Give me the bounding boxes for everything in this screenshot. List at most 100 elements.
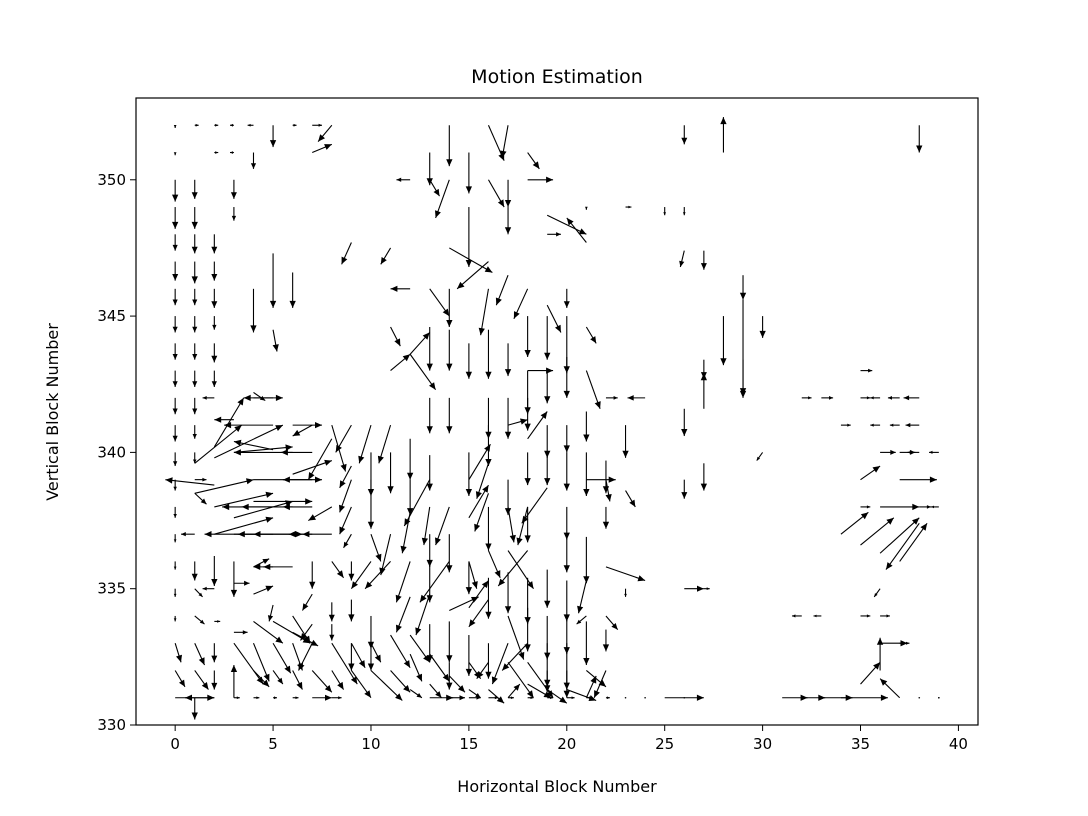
vector-arrow <box>563 425 570 453</box>
vector-arrow <box>343 533 352 549</box>
vector-arrow <box>233 696 240 700</box>
vector-arrow <box>583 536 590 584</box>
vector-arrow <box>566 689 597 701</box>
vector-arrow <box>400 512 411 554</box>
vector-arrow <box>350 561 372 590</box>
vector-arrow <box>485 643 492 679</box>
vector-arrow <box>173 479 177 491</box>
vector-arrow <box>214 123 219 127</box>
vector-arrow <box>468 580 489 609</box>
vector-arrow <box>272 670 284 685</box>
vector-arrow <box>390 634 411 669</box>
vector-arrow <box>233 439 274 451</box>
vector-arrow <box>415 593 431 636</box>
vector-arrow <box>446 125 453 167</box>
vector-arrow <box>191 207 198 229</box>
vector-arrow <box>488 689 505 704</box>
vector-arrow <box>194 477 207 482</box>
vector-arrow <box>577 580 587 614</box>
vector-arrow <box>211 288 218 308</box>
vector-arrow <box>269 125 277 148</box>
vector-arrow <box>272 329 279 352</box>
vector-arrow <box>426 397 433 434</box>
x-tick-label: 25 <box>655 735 674 753</box>
vector-arrow <box>860 396 871 400</box>
y-tick-label: 340 <box>97 443 126 461</box>
vector-arrow <box>301 593 313 611</box>
vector-arrow <box>576 615 587 625</box>
vector-arrow <box>192 316 198 333</box>
vector-arrow <box>426 455 433 491</box>
vector-arrow <box>593 670 607 698</box>
x-axis: 0 5 10 15 20 25 30 35 40 <box>170 725 968 753</box>
vector-arrow <box>468 599 489 628</box>
vector-arrow <box>860 614 871 618</box>
vector-arrow <box>211 670 218 690</box>
vector-arrow <box>407 438 414 480</box>
vector-arrow <box>627 395 646 401</box>
vector-arrow <box>880 614 890 618</box>
vector-arrow <box>211 643 218 663</box>
vector-arrow <box>348 643 355 671</box>
vector-arrow <box>507 661 534 699</box>
vector-arrow <box>230 179 237 199</box>
vector-arrow <box>312 694 332 701</box>
vector-arrow <box>211 555 218 586</box>
vector-arrow <box>269 253 277 308</box>
vector-arrow <box>292 123 297 127</box>
vector-arrow <box>387 452 394 494</box>
vector-arrow <box>899 522 928 562</box>
vector-arrow <box>191 261 198 284</box>
vector-arrow <box>585 326 597 344</box>
vector-arrow <box>527 367 554 374</box>
vector-arrow <box>625 205 632 209</box>
vector-arrow <box>585 370 601 409</box>
vector-arrow <box>516 506 529 546</box>
vector-arrow <box>429 683 442 699</box>
vector-arrow <box>292 696 299 700</box>
vector-arrow <box>194 670 209 690</box>
vector-arrow <box>172 316 178 333</box>
vector-arrow <box>870 423 881 427</box>
vector-arrow <box>302 531 332 538</box>
vector-arrow <box>791 614 802 618</box>
vector-arrow <box>887 396 900 400</box>
vector-arrow <box>311 670 333 693</box>
vector-arrow <box>194 478 254 494</box>
vector-arrow <box>605 615 619 630</box>
vector-arrow <box>605 396 618 400</box>
vector-arrow <box>390 353 411 372</box>
vector-arrow <box>563 452 570 491</box>
vector-arrow <box>230 665 238 698</box>
vector-arrow <box>501 642 529 671</box>
vector-arrow <box>211 261 218 281</box>
y-axis-label: Vertical Block Number <box>43 323 62 501</box>
vector-arrow <box>233 444 293 453</box>
vector-arrow <box>544 670 551 693</box>
vector-arrow <box>331 696 342 700</box>
vector-arrow <box>504 207 512 235</box>
vector-arrow <box>931 505 939 509</box>
vector-arrow <box>214 491 274 508</box>
vector-arrow <box>544 316 551 360</box>
vector-arrow <box>339 506 352 535</box>
vector-arrow <box>211 234 218 254</box>
vector-arrow <box>173 588 177 597</box>
vector-arrow <box>435 179 450 219</box>
vector-arrow <box>233 500 293 519</box>
vector-arrow <box>681 408 688 437</box>
vector-arrow <box>390 326 401 347</box>
vector-arrow <box>840 423 851 427</box>
vector-arrow <box>703 587 710 590</box>
vector-arrow <box>700 250 707 270</box>
vector-arrow <box>173 534 177 543</box>
vector-arrow <box>409 689 423 699</box>
vector-arrow <box>465 343 472 379</box>
vector-arrow <box>446 329 453 371</box>
vector-arrow <box>468 689 481 699</box>
vector-arrow <box>409 332 431 355</box>
vector-arrow <box>250 152 257 169</box>
vector-arrow <box>527 411 548 440</box>
vector-arrow <box>202 586 215 591</box>
